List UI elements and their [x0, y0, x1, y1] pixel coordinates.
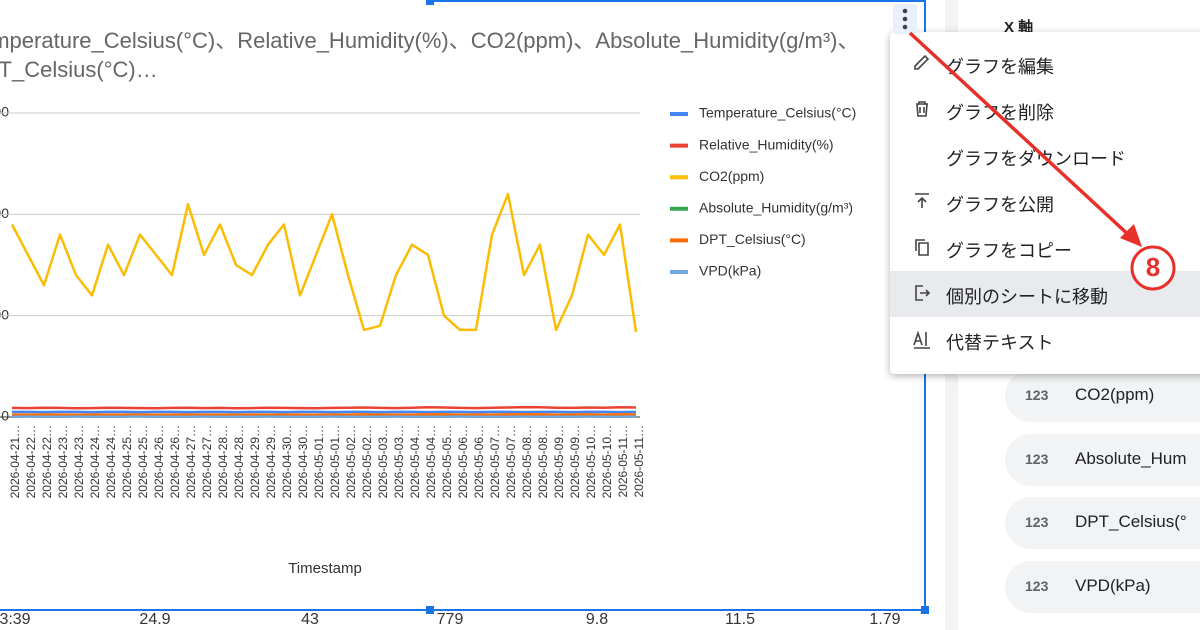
x-tick-label: 2026-04-24…	[104, 425, 118, 498]
x-tick-label: 2026-05-09…	[568, 425, 582, 498]
x-tick-label: 2026-05-01…	[328, 425, 342, 498]
x-tick-label: 2026-05-03…	[376, 425, 390, 498]
x-axis-label: Timestamp	[288, 560, 362, 577]
x-tick-label: 2026-04-24…	[88, 425, 102, 498]
x-tick-label: 2026-05-05…	[440, 425, 454, 498]
field-type-icon: 123	[1025, 387, 1049, 403]
x-tick-label: 2026-05-02…	[360, 425, 374, 498]
x-tick-label: 2026-04-26…	[168, 425, 182, 498]
resize-handle	[426, 606, 434, 614]
x-tick-label: 2026-05-04…	[408, 425, 422, 498]
field-chip: 123 CO2(ppm)	[1005, 370, 1200, 422]
menu-item[interactable]: グラフを編集	[890, 41, 1200, 87]
menu-item-label: 個別のシートに移動	[946, 287, 1108, 307]
legend-label: Absolute_Humidity(g/m³)	[699, 200, 853, 216]
menu-icon	[915, 193, 929, 208]
menu-icon	[915, 239, 929, 256]
x-tick-label: 2026-04-29…	[248, 425, 262, 498]
x-tick-label: 2026-05-07…	[488, 425, 502, 498]
y-tick-label: 0	[1, 408, 9, 424]
x-tick-label: 2026-05-10…	[584, 425, 598, 498]
legend-label: VPD(kPa)	[699, 263, 761, 279]
series-line	[11, 405, 637, 410]
menu-item-label: グラフを公開	[946, 195, 1054, 215]
x-tick-label: 2026-04-30…	[280, 425, 294, 498]
legend-label: Relative_Humidity(%)	[699, 136, 834, 152]
context-menu: グラフを編集 グラフを削除グラフをダウンロード グラフを公開 グラフをコピー個別のシー…	[890, 32, 1200, 374]
x-tick-label: 2026-05-04…	[424, 425, 438, 498]
field-chip: 123 Absolute_Hum	[1005, 433, 1200, 486]
menu-icon	[913, 330, 930, 349]
field-type-icon: 123	[1025, 450, 1049, 467]
field-label: DPT_Celsius(°	[1075, 512, 1187, 531]
x-tick-label: 2026-04-27…	[200, 425, 214, 498]
sheet-cell: 9.8	[586, 611, 608, 628]
sheet-cell: 24.9	[139, 611, 170, 628]
x-tick-label: 2026-04-23…	[72, 425, 86, 498]
sheet-cell: 1.79	[869, 611, 900, 628]
sheet-cell: 3:39	[0, 611, 31, 628]
menu-icon	[914, 54, 930, 70]
field-type-icon: 123	[1025, 514, 1049, 530]
menu-item-label: 代替テキスト	[946, 333, 1054, 353]
x-tick-label: 2026-04-27…	[184, 425, 198, 498]
x-tick-label: 2026-05-08…	[520, 425, 534, 498]
legend-label: Temperature_Celsius(°C)	[699, 105, 856, 121]
field-type-icon: 123	[1025, 577, 1049, 594]
x-tick-label: 2026-05-08…	[536, 425, 550, 498]
x-tick-label: 2026-05-03…	[392, 425, 406, 498]
menu-item[interactable]: 代替テキスト	[890, 317, 1200, 363]
field-label: Absolute_Hum	[1075, 448, 1187, 468]
x-tick-label: 2026-04-22…	[24, 425, 38, 498]
menu-item[interactable]: 個別のシートに移動	[890, 271, 1200, 317]
sheet-cell: 43	[301, 611, 319, 628]
x-tick-label: 2026-05-09…	[552, 425, 566, 498]
menu-item-label: グラフを編集	[946, 57, 1054, 77]
x-tick-label: 2026-05-06…	[456, 425, 470, 498]
resize-handle	[426, 0, 434, 5]
x-tick-label: 2026-04-21…	[8, 425, 22, 498]
menu-icon	[915, 285, 931, 301]
menu-item[interactable]: グラフをダウンロード	[890, 133, 1200, 179]
y-tick-label: 500	[0, 306, 9, 322]
series-line	[10, 192, 638, 333]
x-tick-label: 2026-04-26…	[152, 425, 166, 498]
x-tick-label: 2026-05-01…	[312, 425, 326, 498]
chart-title: Temperature_Celsius(°C)、Relative_Humidit…	[0, 28, 860, 82]
x-tick-label: 2026-05-07…	[504, 425, 518, 498]
menu-item[interactable]: グラフを削除	[890, 87, 1200, 133]
x-tick-label: 2026-05-11…	[632, 425, 646, 498]
x-tick-label: 2026-04-29…	[264, 425, 278, 498]
x-tick-label: 2026-04-30…	[296, 425, 310, 498]
x-tick-label: 2026-05-02…	[344, 425, 358, 498]
x-tick-label: 2026-05-06…	[472, 425, 486, 498]
x-tick-label: 2026-05-11…	[616, 425, 630, 498]
x-tick-label: 2026-05-10…	[600, 425, 614, 498]
legend-label: DPT_Celsius(°C)	[699, 231, 806, 247]
x-tick-label: 2026-04-23…	[56, 425, 70, 498]
resize-handle	[921, 606, 929, 614]
sheet-cell: 11.5	[725, 611, 755, 628]
y-tick-label: 1000	[0, 205, 9, 221]
legend-label: CO2(ppm)	[699, 168, 764, 184]
field-label: VPD(kPa)	[1075, 575, 1151, 595]
menu-item-label: グラフを削除	[946, 103, 1054, 123]
menu-icon	[916, 101, 928, 117]
field-label: CO2(ppm)	[1075, 385, 1155, 404]
menu-item-label: グラフをダウンロード	[946, 149, 1126, 169]
field-chip: 123 VPD(kPa)	[1005, 560, 1200, 613]
x-tick-label: 2026-04-25…	[136, 425, 150, 498]
menu-item[interactable]: グラフを公開	[890, 179, 1200, 225]
x-tick-label: 2026-04-28…	[232, 425, 246, 498]
x-tick-label: 2026-04-22…	[40, 425, 54, 498]
x-tick-label: 2026-04-28…	[216, 425, 230, 498]
sheet-cell: 779	[437, 611, 464, 628]
x-tick-label: 2026-04-25…	[120, 425, 134, 498]
menu-item-label: グラフをコピー	[946, 241, 1072, 261]
chart: 0500100015002026-04-21…2026-04-22…2026-0…	[0, 0, 929, 628]
y-tick-label: 1500	[0, 104, 9, 120]
field-chip: 123 DPT_Celsius(°	[1005, 497, 1200, 549]
menu-item[interactable]: グラフをコピー	[890, 225, 1200, 271]
